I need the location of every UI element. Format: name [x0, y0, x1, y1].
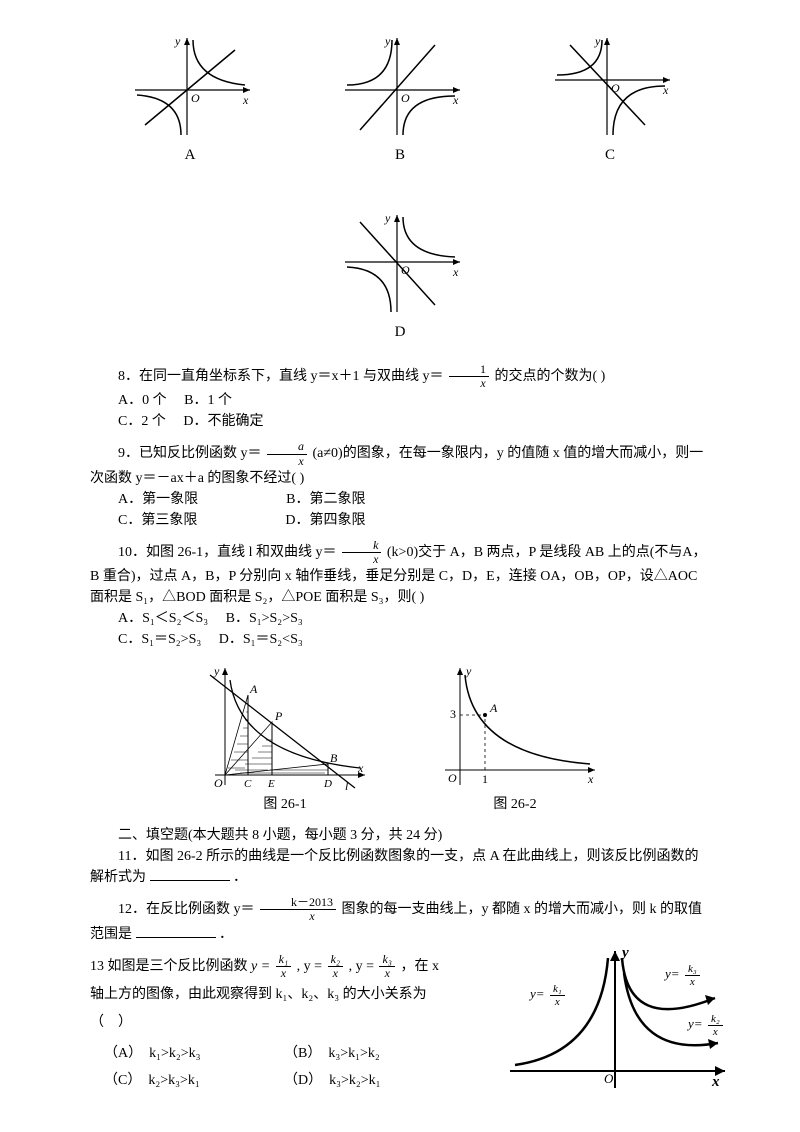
svg-text:O: O: [401, 263, 410, 277]
fig-26-2-svg: A 3 1 O x y: [430, 660, 600, 790]
q13-opt-c: （C） k₂>k₃>k₁: [90, 1070, 270, 1091]
figure-26-1: A P B C E D O l x y 图 26-1: [200, 660, 370, 815]
graph-a-svg: O x y: [125, 30, 255, 140]
q10-opt-c: C．S₁＝S₂>S₃: [118, 632, 201, 647]
q12-blank: [136, 924, 216, 938]
q12-text3: ．: [219, 927, 233, 942]
graph-b-svg: O x y: [335, 30, 465, 140]
q13-options: （A） k₁>k₂>k₃ （B） k₃>k₁>k₂ （C） k₂>k₃>k₁ （…: [90, 1043, 450, 1097]
svg-text:x: x: [587, 772, 594, 786]
svg-text:O: O: [401, 91, 410, 105]
question-9: 9．已知反比例函数 y＝ a x (a≠0)的图象，在每一象限内，y 的值随 x…: [90, 440, 710, 530]
q9-fraction: a x: [267, 440, 307, 467]
graph-d: O x y D: [335, 207, 465, 344]
svg-text:x: x: [242, 93, 249, 107]
graph-b: O x y B: [335, 30, 465, 167]
q12-fraction: k－2013 x: [260, 896, 336, 923]
svg-text:y=: y=: [663, 966, 680, 981]
q11-text2: ．: [233, 870, 247, 885]
q8-opt-c: C．2 个: [118, 414, 166, 429]
svg-text:B: B: [330, 751, 338, 765]
svg-text:A: A: [249, 682, 258, 696]
svg-text:D: D: [323, 778, 332, 790]
question-10: 10．如图 26-1，直线 l 和双曲线 y＝ k x (k>0)交于 A，B …: [90, 539, 710, 650]
svg-text:x: x: [662, 83, 669, 97]
svg-text:C: C: [244, 778, 252, 790]
fig-26-1-svg: A P B C E D O l x y: [200, 660, 370, 790]
svg-text:x: x: [357, 761, 364, 775]
q8-opt-b: B．1 个: [184, 393, 232, 408]
svg-text:y: y: [213, 664, 220, 678]
svg-text:x: x: [452, 93, 459, 107]
origin-label: O: [191, 91, 200, 105]
svg-text:y=: y=: [686, 1016, 703, 1031]
svg-text:1: 1: [482, 772, 488, 786]
graph-c-svg: O x y: [545, 30, 675, 140]
graph-c: O x y C: [545, 30, 675, 167]
answer-graphs-grid: O x y A O x y B O x: [90, 30, 710, 343]
svg-text:x: x: [452, 265, 459, 279]
svg-text:y: y: [384, 211, 391, 225]
svg-text:y: y: [594, 34, 601, 48]
q13-opt-a: （A） k₁>k₂>k₃: [90, 1043, 270, 1064]
q9-text: 9．已知反比例函数 y＝: [118, 446, 262, 461]
q12-text: 12．在反比例函数 y＝: [118, 902, 255, 917]
graph-d-svg: O x y: [335, 207, 465, 317]
graph-a-label: A: [185, 144, 196, 167]
svg-text:O: O: [611, 81, 620, 95]
question-8: 8．在同一直角坐标系下，直线 y＝x＋1 与双曲线 y＝ 1 x 的交点的个数为…: [90, 363, 710, 432]
figure-26-2: A 3 1 O x y 图 26-2: [430, 660, 600, 815]
q9-opt-a: A．第一象限: [90, 489, 198, 510]
svg-text:O: O: [604, 1071, 614, 1086]
graph-d-label: D: [395, 321, 406, 344]
q13-opt-b: （B） k₃>k₁>k₂: [270, 1043, 450, 1064]
q8-fraction: 1 x: [449, 363, 489, 390]
figure-row: A P B C E D O l x y 图 26-1 A 3 1 O x: [90, 660, 710, 815]
graph-b-label: B: [395, 144, 405, 167]
q13-opt-d: （D） k₃>k₂>k₁: [270, 1070, 450, 1091]
q9-opt-d: D．第四象限: [257, 510, 365, 531]
q8-opt-a: A．0 个: [118, 393, 167, 408]
q13-text: 13 如图是三个反比例函数: [90, 959, 251, 974]
q9-opt-b: B．第二象限: [258, 489, 365, 510]
q8-text: 8．在同一直角坐标系下，直线 y＝x＋1 与双曲线 y＝: [118, 369, 444, 384]
svg-text:y: y: [465, 664, 472, 678]
svg-text:l: l: [345, 779, 349, 790]
svg-text:y: y: [384, 34, 391, 48]
q10-text: 10．如图 26-1，直线 l 和双曲线 y＝: [118, 545, 337, 560]
svg-text:x: x: [711, 1074, 720, 1090]
fig-26-2-label: 图 26-2: [493, 794, 536, 815]
fig-26-1-label: 图 26-1: [263, 794, 306, 815]
q9-opt-c: C．第三象限: [90, 510, 197, 531]
svg-text:y: y: [620, 945, 629, 961]
svg-text:P: P: [274, 709, 283, 723]
q8-opt-d: D．不能确定: [183, 414, 263, 429]
q13-figure: O x y y= k₁x y= k₃x y= k₂x: [500, 943, 730, 1100]
svg-text:3: 3: [450, 707, 456, 721]
q10-fraction: k x: [342, 539, 381, 566]
question-11: 11．如图 26-2 所示的曲线是一个反比例函数图象的一支，点 A 在此曲线上，…: [90, 846, 710, 888]
svg-text:A: A: [489, 701, 498, 715]
q10-opt-a: A．S₁＜S₂＜S₃: [118, 611, 208, 626]
graph-a: O x y A: [125, 30, 255, 167]
graph-c-label: C: [605, 144, 615, 167]
q10-opt-d: D．S₁＝S₂<S₃: [219, 632, 303, 647]
question-13: 13 如图是三个反比例函数 y = k₁x , y = k₂x , y = k₃…: [90, 953, 710, 1097]
svg-text:y=: y=: [528, 986, 545, 1001]
svg-text:y: y: [174, 34, 181, 48]
svg-text:O: O: [448, 771, 457, 785]
q10-opt-b: B．S₁>S₂>S₃: [226, 611, 303, 626]
q11-blank: [150, 867, 230, 881]
svg-text:E: E: [267, 778, 275, 790]
section-2-heading: 二、填空题(本大题共 8 小题，每小题 3 分，共 24 分): [90, 825, 710, 846]
question-12: 12．在反比例函数 y＝ k－2013 x 图象的每一支曲线上，y 都随 x 的…: [90, 896, 710, 944]
svg-text:O: O: [214, 776, 223, 790]
q8-text2: 的交点的个数为( ): [495, 369, 606, 384]
